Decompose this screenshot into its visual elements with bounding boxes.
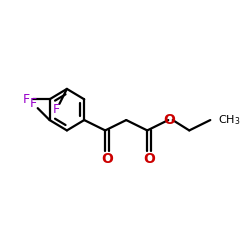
Text: F: F	[30, 97, 37, 110]
Text: F: F	[53, 103, 60, 116]
Text: CH$_3$: CH$_3$	[218, 113, 240, 127]
Text: O: O	[143, 152, 155, 166]
Text: O: O	[101, 152, 113, 166]
Text: O: O	[164, 113, 175, 127]
Text: F: F	[23, 93, 30, 106]
